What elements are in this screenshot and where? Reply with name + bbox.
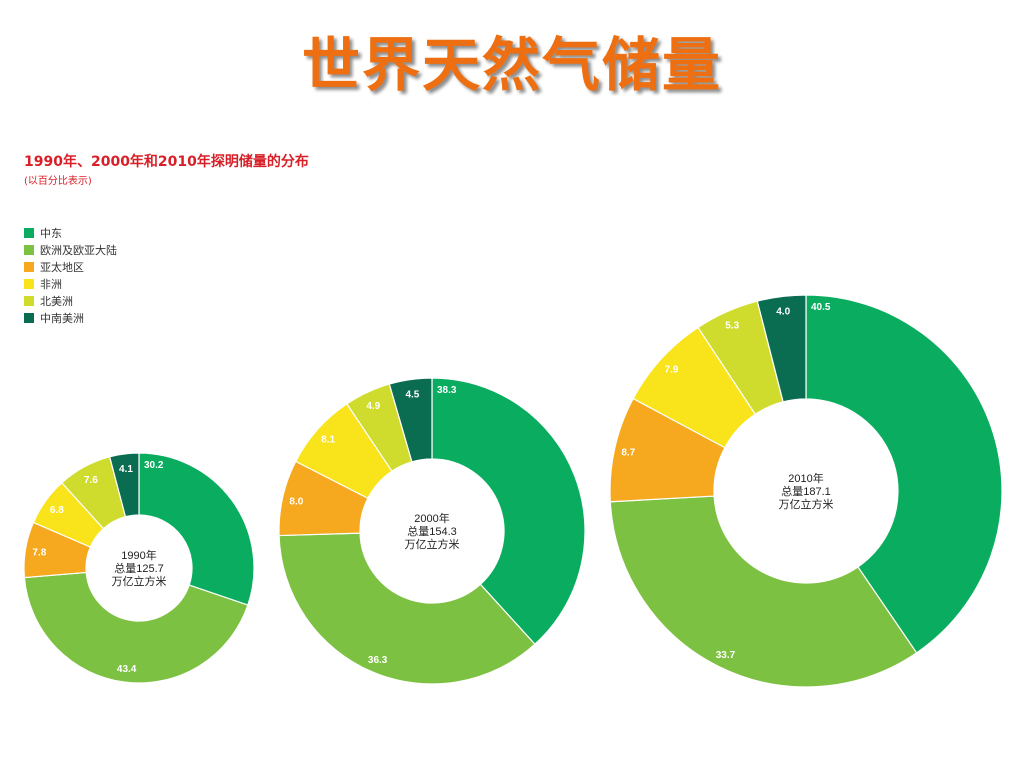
data-label-asia-pacific: 8.7 (621, 448, 635, 459)
data-label-north-america: 5.3 (725, 321, 739, 332)
legend-label-europe-eurasia: 欧洲及欧亚大陆 (40, 243, 117, 257)
center-unit-label: 万亿立方米 (779, 497, 834, 511)
legend-item-north-america: 北美洲 (24, 292, 117, 309)
data-label-africa: 7.9 (665, 364, 679, 375)
donut-slice-south-central-america (756, 294, 807, 403)
center-year-label: 2000年 (414, 511, 449, 525)
donut-slice-europe-eurasia (278, 532, 536, 685)
data-label-south-central-america: 4.0 (776, 306, 790, 317)
data-label-asia-pacific: 7.8 (32, 548, 46, 559)
donut-slice-south-central-america (388, 377, 433, 463)
data-label-middle-east: 40.5 (811, 302, 831, 313)
legend-label-africa: 非洲 (40, 277, 62, 291)
center-unit-label: 万亿立方米 (112, 574, 167, 588)
center-total-label: 总量154.3 (407, 524, 457, 538)
data-label-north-america: 7.6 (84, 475, 98, 486)
legend-item-africa: 非洲 (24, 275, 117, 292)
center-unit-label: 万亿立方米 (405, 537, 460, 551)
legend-swatch-middle-east (24, 227, 34, 238)
legend-label-north-america: 北美洲 (40, 294, 73, 308)
chart-subtitle: (以百分比表示) (24, 176, 92, 187)
center-total-label: 总量187.1 (781, 484, 831, 498)
legend-item-south-central-america: 中南美洲 (24, 309, 117, 326)
legend-swatch-europe-eurasia (24, 244, 34, 255)
data-label-north-america: 4.9 (366, 401, 380, 412)
center-total-label: 总量125.7 (114, 561, 164, 575)
data-label-europe-eurasia: 43.4 (117, 664, 137, 675)
data-label-middle-east: 38.3 (437, 385, 457, 396)
donut-slice-middle-east (138, 452, 255, 606)
legend-item-europe-eurasia: 欧洲及欧亚大陆 (24, 241, 117, 258)
data-label-africa: 8.1 (321, 435, 335, 446)
legend-swatch-africa (24, 278, 34, 289)
data-label-middle-east: 30.2 (144, 460, 164, 471)
data-label-asia-pacific: 8.0 (289, 496, 303, 507)
legend-item-middle-east: 中东 (24, 224, 117, 241)
legend-swatch-asia-pacific (24, 261, 34, 272)
chart-title: 1990年、2000年和2010年探明储量的分布 (24, 154, 309, 170)
donut-slice-south-central-america (108, 452, 140, 518)
center-year-label: 1990年 (121, 548, 156, 562)
data-label-south-central-america: 4.5 (405, 389, 419, 400)
legend-label-south-central-america: 中南美洲 (40, 311, 84, 325)
donut-slice-europe-eurasia (23, 571, 249, 684)
legend-swatch-north-america (24, 295, 34, 306)
legend-swatch-south-central-america (24, 312, 34, 323)
slide-title: 世界天然气储量 (301, 31, 722, 99)
data-label-south-central-america: 4.1 (119, 464, 133, 475)
legend: 中东 欧洲及欧亚大陆 亚太地区 非洲 北美洲 中南美洲 (24, 224, 117, 326)
center-year-label: 2010年 (788, 471, 823, 485)
donut-slice-middle-east (431, 377, 586, 646)
legend-label-asia-pacific: 亚太地区 (40, 260, 84, 274)
donut-slice-middle-east (805, 294, 1003, 654)
legend-item-asia-pacific: 亚太地区 (24, 258, 117, 275)
donut-slice-europe-eurasia (609, 495, 918, 688)
data-label-europe-eurasia: 36.3 (368, 655, 388, 666)
data-label-europe-eurasia: 33.7 (716, 650, 736, 661)
data-label-africa: 6.8 (50, 505, 64, 516)
legend-label-middle-east: 中东 (40, 226, 62, 240)
